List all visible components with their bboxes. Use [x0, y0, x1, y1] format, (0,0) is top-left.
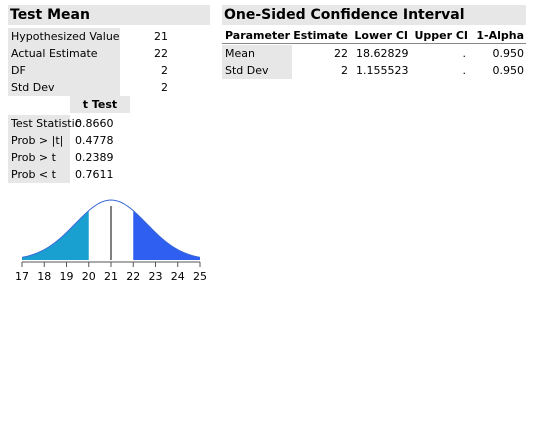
- hypothesized-value-label: Hypothesized Value: [8, 28, 120, 45]
- x-tick-label: 21: [104, 270, 118, 283]
- prob-abs-t-label: Prob > |t|: [8, 132, 70, 149]
- ci-col-parameter: Parameter: [222, 27, 292, 44]
- x-tick-label: 19: [60, 270, 74, 283]
- x-axis-ticks: 17 18 19 20 21 22 23 24 25: [15, 262, 207, 283]
- test-statistic-value: 0.8660: [75, 117, 114, 130]
- prob-abs-t-value: 0.4778: [75, 134, 114, 147]
- df-label: DF: [8, 62, 120, 79]
- test-statistic-label: Test Statistic: [8, 115, 81, 132]
- density-curve: [21, 199, 201, 258]
- t-test-header: t Test: [70, 96, 130, 113]
- ci-col-alpha: 1-Alpha: [470, 27, 526, 44]
- ci-col-lower: Lower CI: [350, 27, 410, 44]
- ci-mean-upper: .: [462, 47, 467, 60]
- x-tick-label: 24: [171, 270, 185, 283]
- test-mean-title: Test Mean: [8, 5, 210, 25]
- ci-stddev-estimate: 2: [341, 64, 348, 77]
- df-value: 2: [161, 64, 168, 77]
- x-tick-label: 17: [15, 270, 29, 283]
- t-distribution-plot: 17 18 19 20 21 22 23 24 25: [15, 199, 207, 283]
- prob-less-t-value: 0.7611: [75, 168, 114, 181]
- prob-less-t-label: Prob < t: [8, 166, 70, 183]
- prob-greater-t-label: Prob > t: [8, 149, 70, 166]
- x-tick-label: 22: [126, 270, 140, 283]
- left-tail-area: [22, 210, 89, 260]
- std-dev-label: Std Dev: [8, 79, 120, 96]
- right-tail-area: [133, 210, 200, 260]
- ci-mean-alpha: 0.950: [492, 47, 525, 60]
- ci-col-upper: Upper CI: [410, 27, 470, 44]
- ci-mean-lower: 18.62829: [356, 47, 409, 60]
- ci-stddev-lower: 1.155523: [356, 64, 409, 77]
- x-tick-label: 25: [193, 270, 207, 283]
- prob-greater-t-value: 0.2389: [75, 151, 114, 164]
- confidence-interval-title: One-Sided Confidence Interval: [222, 5, 526, 25]
- x-tick-label: 23: [149, 270, 163, 283]
- actual-estimate-value: 22: [154, 47, 168, 60]
- ci-col-estimate: Estimate: [292, 27, 350, 44]
- ci-row-stddev-label: Std Dev: [222, 62, 292, 79]
- hypothesized-value: 21: [154, 30, 168, 43]
- ci-stddev-alpha: 0.950: [492, 64, 525, 77]
- actual-estimate-label: Actual Estimate: [8, 45, 120, 62]
- ci-mean-estimate: 22: [334, 47, 348, 60]
- std-dev-value: 2: [161, 81, 168, 94]
- x-tick-label: 20: [82, 270, 96, 283]
- ci-row-mean-label: Mean: [222, 45, 292, 62]
- x-tick-label: 18: [37, 270, 51, 283]
- ci-stddev-upper: .: [462, 64, 467, 77]
